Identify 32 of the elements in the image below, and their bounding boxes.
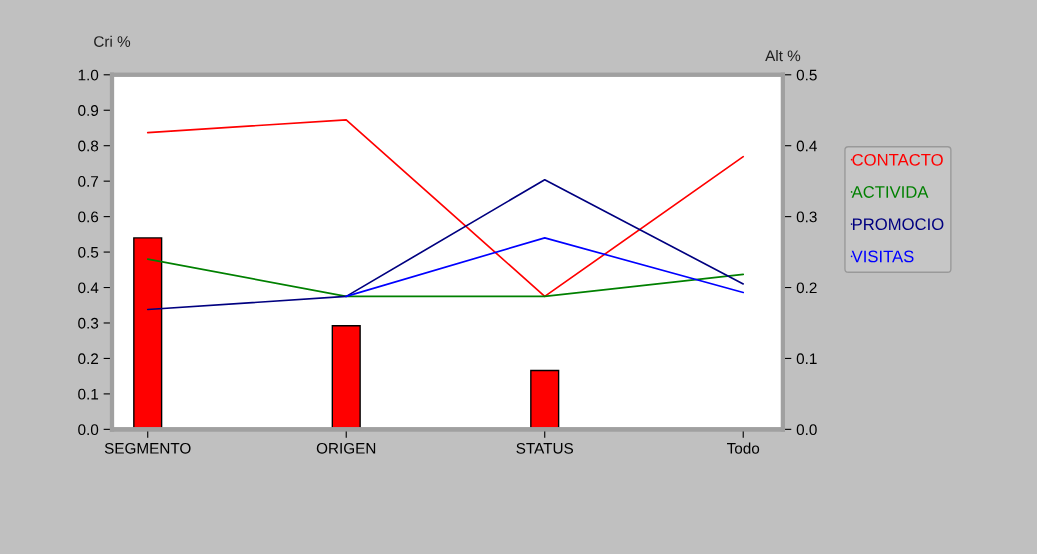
y-tick-label: 0.5 (78, 246, 99, 258)
y-axis-title: Cri % (94, 35, 131, 47)
y2-axis-title: Alt % (765, 49, 801, 62)
y-tick-label: 0.0 (78, 424, 99, 436)
x-tick-label: STATUS (516, 442, 574, 454)
y-tick-label: 0.2 (78, 353, 99, 365)
y2-tick-label: 0.4 (796, 140, 817, 152)
y2-tick-label: 0.0 (796, 424, 817, 436)
bar (331, 325, 361, 430)
y-tick-label: 0.7 (78, 176, 99, 187)
x-tick-label: SEGMENTO (104, 442, 191, 454)
legend-label: ACTIVIDA (851, 186, 929, 198)
y2-tick-label: 0.2 (796, 282, 817, 294)
x-tick-label: Todo (727, 442, 760, 454)
y2-tick-label: 0.5 (796, 69, 817, 81)
y2-tick-label: 0.3 (796, 211, 817, 223)
line-series (146, 178, 745, 311)
legend-label: CONTACTO (852, 153, 943, 166)
legend-label: PROMOCIO (852, 218, 944, 231)
y-tick-label: 0.3 (78, 317, 99, 329)
line-series (146, 118, 745, 298)
y2-tick-label: 0.1 (796, 353, 817, 365)
y-tick-label: 0.9 (78, 105, 99, 116)
y-tick-label: 0.8 (78, 140, 99, 152)
legend-label: VISITAS (851, 250, 914, 263)
y-tick-label: 0.1 (78, 388, 99, 400)
bar (530, 369, 560, 430)
y-tick-label: 0.4 (78, 282, 99, 294)
x-tick-label: ORIGEN (316, 442, 376, 454)
y-tick-label: 1.0 (78, 69, 99, 81)
bar (133, 237, 163, 430)
y-tick-label: 0.6 (78, 211, 99, 223)
